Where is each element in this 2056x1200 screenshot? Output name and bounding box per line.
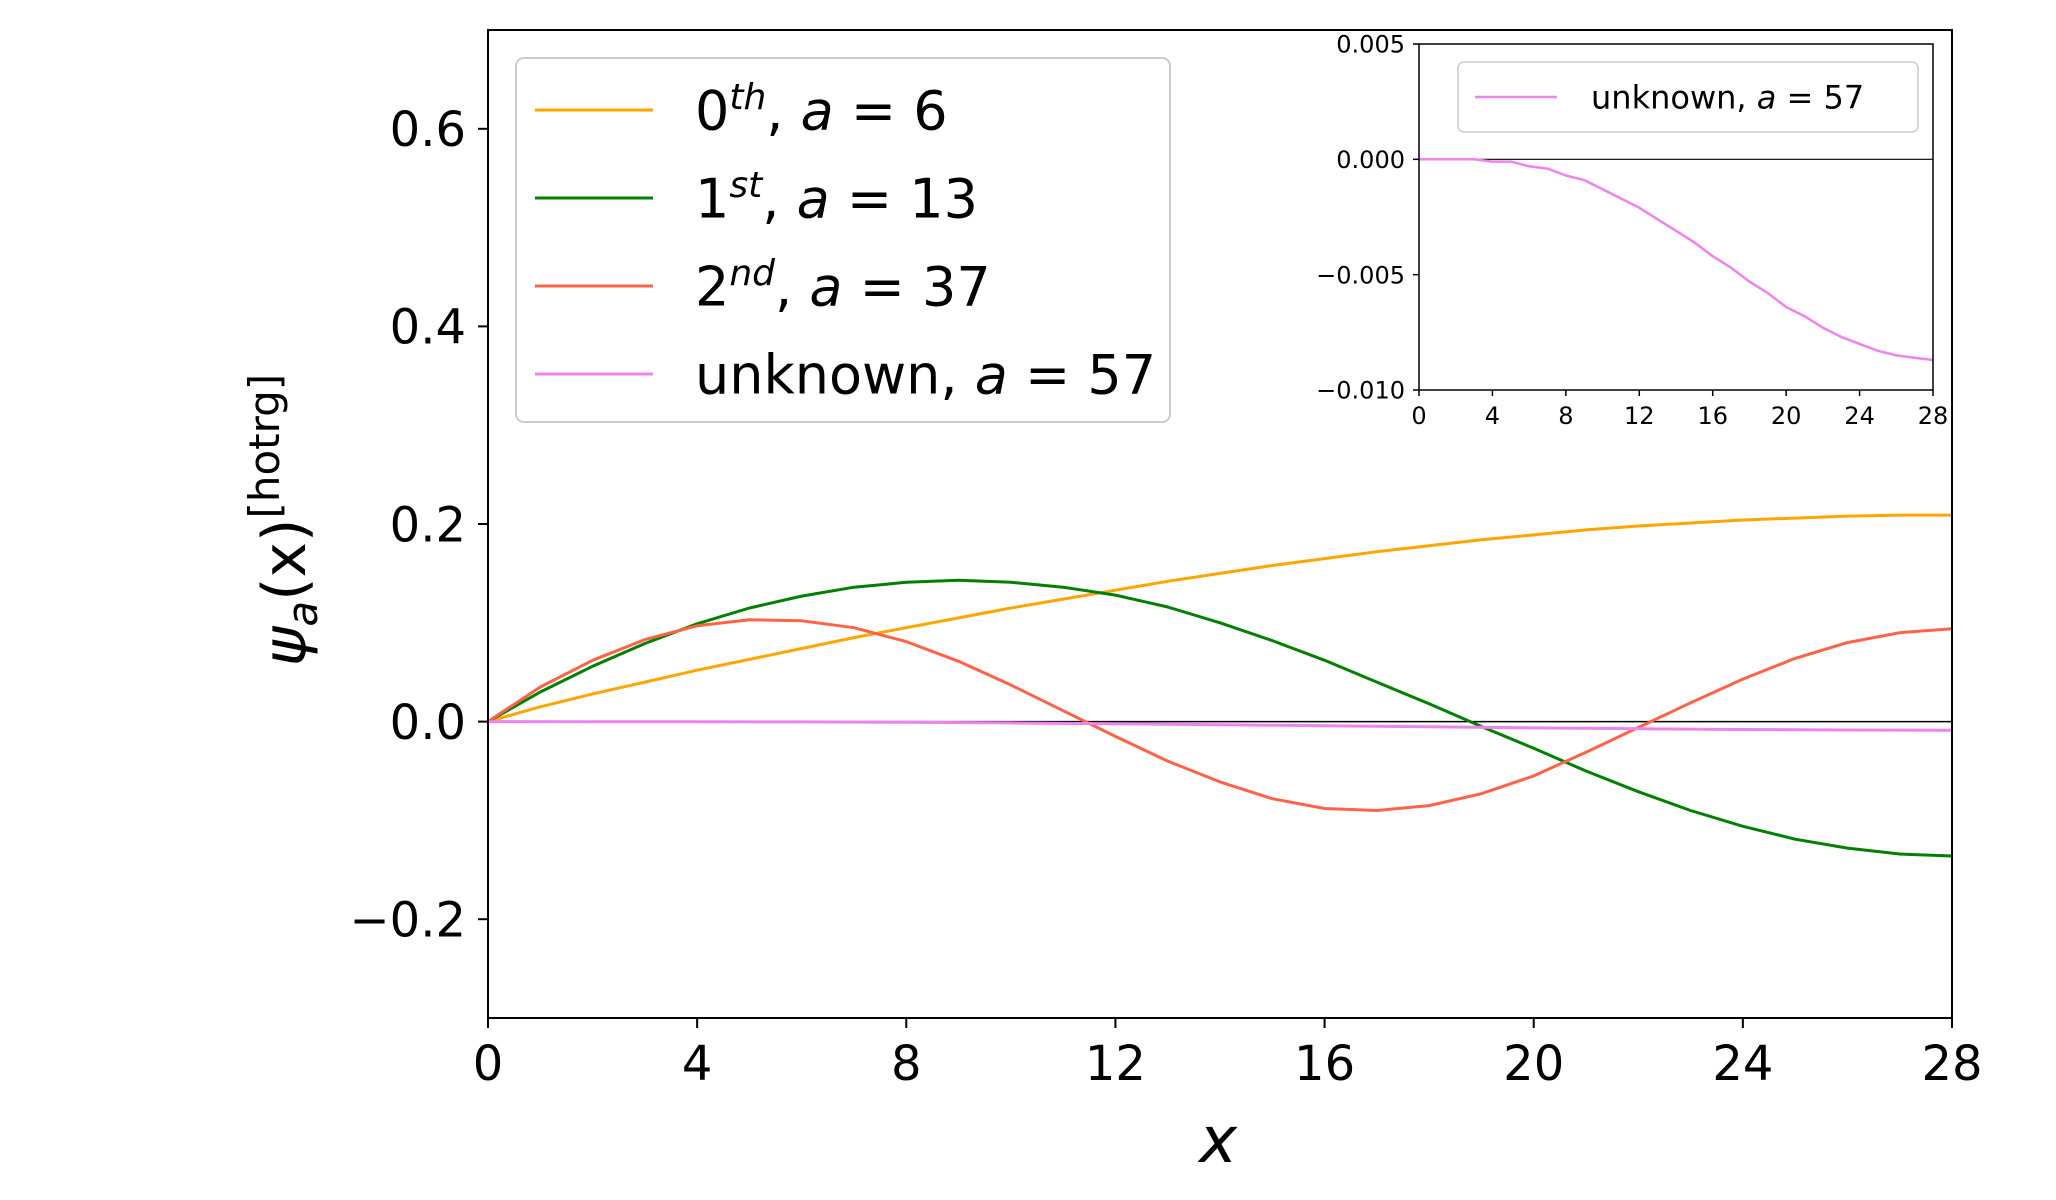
x-axis-label: x: [1197, 1104, 1238, 1178]
y-axis-label: ψa(x)[hotrg]: [240, 374, 327, 666]
x-tick-label: 24: [1712, 1036, 1773, 1092]
legend-label-comma: ,: [1736, 79, 1756, 117]
x-tick-label: 12: [1085, 1036, 1146, 1092]
legend-label-base: 1: [695, 167, 729, 230]
series-line-0: [1419, 158, 1934, 362]
legend-label-base: unknown: [695, 343, 940, 406]
legend-label-sup: th: [729, 77, 766, 118]
y-label-paren: (x): [250, 519, 320, 601]
legend-label-sup: nd: [729, 253, 776, 294]
y-tick-label: −0.005: [1316, 261, 1405, 289]
legend-label-eq: = 57: [1008, 343, 1156, 406]
legend-label-var: a: [975, 343, 1008, 406]
main-axes: 0 4 8 12 16 20 24 28 −0.20.00.20.40.6 x ψa(x)[h…: [240, 29, 1983, 1178]
main-y-ticks: −0.2 0.0 0.2 0.4 0.6: [349, 102, 488, 948]
legend-label: 0th, a = 6: [695, 77, 948, 143]
inset-legend: unknown, a = 57: [1457, 61, 1919, 133]
legend-label-var: a: [1757, 79, 1777, 117]
legend-label-comma: ,: [766, 79, 800, 142]
x-tick-label: 24: [1844, 402, 1875, 430]
y-tick-label: 0.000: [1336, 146, 1405, 174]
legend-label: unknown, a = 57: [695, 343, 1156, 406]
inset-plot-frame: [1418, 43, 1934, 391]
x-tick-label: 8: [1558, 402, 1573, 430]
inset-axes: 0 4 8 12 16 20 24 28 −0.010 −0.005 0.000 0.005 unk…: [1316, 31, 1948, 430]
main-plot-lines: [487, 513, 1953, 858]
legend-entry: unknown, a = 57: [1475, 79, 1864, 117]
legend-label-var: a: [809, 255, 842, 318]
legend-label-comma: ,: [775, 255, 809, 318]
x-tick-label: 16: [1294, 1036, 1355, 1092]
series-line-2: [487, 618, 1953, 812]
main-x-ticks: 0 4 8 12 16 20 24 28: [473, 1018, 1983, 1092]
x-tick-label: 4: [1485, 402, 1500, 430]
inset-y-ticks: −0.010 −0.005 0.000 0.005: [1316, 31, 1419, 405]
y-tick-label: 0.6: [390, 102, 466, 158]
inset-plot-lines: [1419, 158, 1934, 362]
legend-label: unknown, a = 57: [1591, 79, 1864, 117]
series-line-1: [487, 578, 1953, 858]
legend-label-eq: = 13: [830, 167, 978, 230]
legend-entry: unknown, a = 57: [535, 343, 1156, 406]
y-tick-label: −0.010: [1316, 377, 1405, 405]
x-tick-label: 28: [1921, 1036, 1982, 1092]
svg-text:ψa(x)[hotrg]: ψa(x)[hotrg]: [240, 374, 327, 666]
y-tick-label: 0.005: [1336, 31, 1405, 59]
legend-label-var: a: [801, 79, 834, 142]
x-tick-label: 20: [1771, 402, 1802, 430]
main-legend-entries: 0th, a = 6 1st, a = 13 2nd, a = 37 unknown,…: [535, 77, 1156, 406]
x-tick-label: 4: [682, 1036, 713, 1092]
legend-label-sup: st: [729, 165, 764, 206]
main-legend: 0th, a = 6 1st, a = 13 2nd, a = 37 unknown,…: [515, 57, 1171, 423]
series-line-3: [487, 720, 1953, 732]
legend-label-eq: = 57: [1776, 79, 1864, 117]
inset-x-ticks: 0 4 8 12 16 20 24 28: [1411, 390, 1948, 430]
x-tick-label: 8: [891, 1036, 922, 1092]
legend-label-eq: = 37: [842, 255, 990, 318]
legend-label-comma: ,: [762, 167, 796, 230]
y-tick-label: 0.0: [390, 695, 466, 751]
y-tick-label: −0.2: [349, 892, 466, 948]
legend-label-base: 0: [695, 79, 729, 142]
legend-label-var: a: [797, 167, 830, 230]
y-tick-label: 0.2: [390, 497, 466, 553]
legend-entry: 1st, a = 13: [535, 165, 978, 231]
series-line-0: [487, 513, 1952, 724]
inset-legend-box: [1457, 61, 1919, 133]
legend-label-base: unknown: [1591, 79, 1736, 117]
x-tick-label: 16: [1697, 402, 1728, 430]
x-tick-label: 20: [1503, 1036, 1564, 1092]
main-legend-box: [515, 57, 1171, 423]
legend-entry: 2nd, a = 37: [535, 253, 991, 319]
legend-label: 2nd, a = 37: [695, 253, 991, 319]
x-tick-label: 0: [473, 1036, 504, 1092]
x-tick-label: 0: [1411, 402, 1426, 430]
y-label-psi: ψ: [250, 625, 320, 666]
legend-label-base: 2: [695, 255, 729, 318]
y-tick-label: 0.4: [390, 300, 466, 356]
legend-entry: 0th, a = 6: [535, 77, 948, 143]
legend-label-eq: = 6: [834, 79, 948, 142]
y-label-sup: [hotrg]: [240, 374, 289, 519]
x-tick-label: 12: [1624, 402, 1655, 430]
legend-label: 1st, a = 13: [695, 165, 978, 231]
x-tick-label: 28: [1918, 402, 1949, 430]
y-label-sub: a: [278, 601, 327, 627]
inset-legend-entries: unknown, a = 57: [1475, 79, 1864, 117]
legend-label-comma: ,: [940, 343, 974, 406]
